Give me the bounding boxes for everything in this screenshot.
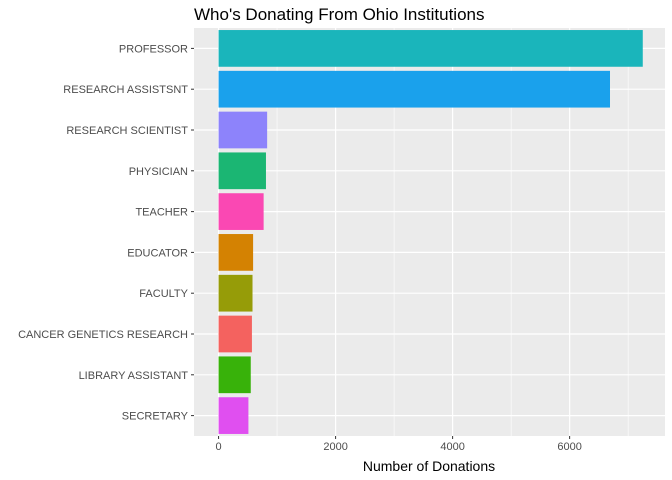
bar [218,356,251,394]
y-tick-label: EDUCATOR [127,247,188,259]
x-tick-label: 2000 [323,441,347,453]
y-tick-label: PHYSICIAN [129,166,188,178]
x-tick-label: 6000 [557,441,581,453]
bar [218,274,253,312]
bar [218,193,264,230]
bar [218,30,643,67]
x-tick-label: 4000 [440,441,464,453]
y-tick-label: FACULTY [139,288,188,300]
chart-title: Who's Donating From Ohio Institutions [194,5,484,24]
y-tick-label: RESEARCH SCIENTIST [66,125,188,137]
bar [218,111,268,149]
bar [218,152,266,190]
bar [218,315,252,353]
y-tick-label: LIBRARY ASSISTANT [79,370,189,382]
y-axis: PROFESSOR RESEARCH ASSISTSNT RESEARCH SCIE… [18,43,194,423]
y-tick-label: RESEARCH ASSISTSNT [63,84,188,96]
x-axis-title: Number of Donations [363,458,495,474]
y-tick-label: TEACHER [135,207,188,219]
x-tick-label: 0 [216,441,222,453]
x-axis: 0 2000 4000 6000 [216,436,582,453]
bars [218,30,643,434]
bar [218,397,249,434]
y-tick-label: PROFESSOR [119,43,188,55]
bar [218,234,254,271]
y-tick-label: CANCER GENETICS RESEARCH [18,329,188,341]
y-tick-label: SECRETARY [122,411,189,423]
bar [218,70,611,108]
